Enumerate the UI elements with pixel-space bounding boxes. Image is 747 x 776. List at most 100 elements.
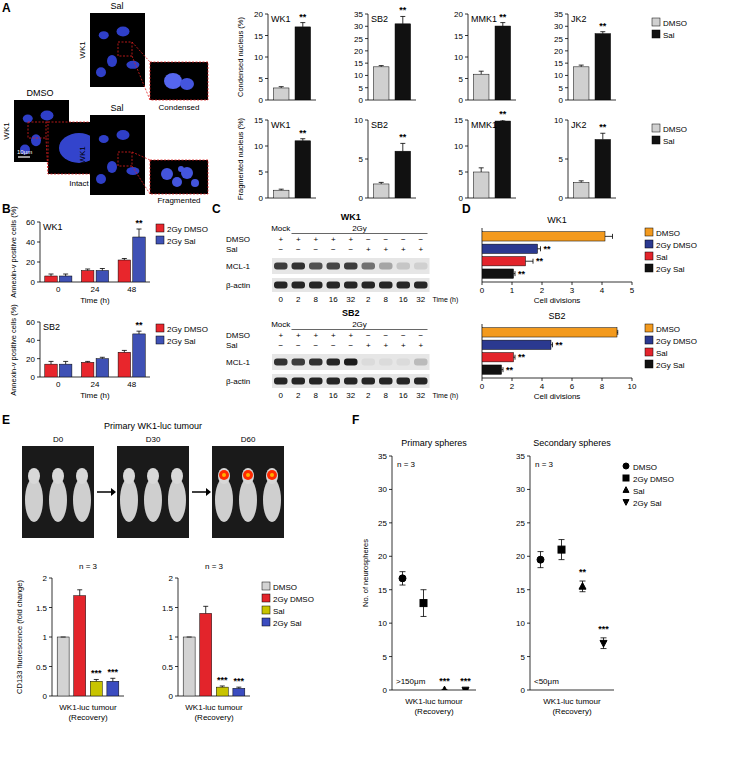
error-bar: [502, 367, 504, 372]
sign: +: [401, 341, 406, 350]
tick: [465, 14, 468, 15]
tick-label: 30: [378, 485, 387, 494]
tick: [527, 623, 530, 624]
significance: **: [556, 340, 564, 350]
chart-title: JK2: [571, 14, 587, 24]
tick-label: 2: [43, 574, 48, 583]
error-cap: [63, 274, 68, 275]
band: [309, 282, 323, 289]
error-line: [605, 236, 613, 237]
significance: **: [599, 122, 607, 132]
tick-label: 0: [383, 686, 388, 695]
tick-label: 10: [516, 619, 525, 628]
bar: [595, 140, 611, 199]
band: [397, 282, 411, 289]
legend-label: Sal: [663, 31, 675, 40]
tick-label: 5: [259, 168, 264, 177]
arrow-head: [111, 488, 116, 496]
significance: ***: [234, 676, 245, 686]
band: [344, 378, 358, 385]
tick-label: 2: [169, 574, 174, 583]
chart: 00.511.52******CD133 fluorescence (fold …: [15, 562, 124, 722]
zoom-box: [150, 160, 208, 194]
legend-swatch: [156, 324, 164, 332]
tick: [37, 322, 40, 323]
nucleus-fragment: [172, 177, 182, 187]
legend: DMSO2Gy DMSOSal2Gy Sal: [262, 582, 314, 628]
legend-label: 2Gy Sal: [633, 499, 662, 508]
plot-area: [45, 229, 145, 282]
tick: [389, 589, 392, 590]
tick: [37, 262, 40, 263]
tick-label: 40: [26, 336, 35, 345]
error-bar: [137, 229, 142, 237]
tick: [572, 378, 573, 381]
significance: **: [518, 352, 526, 362]
tick: [465, 172, 468, 173]
error-bar: [137, 331, 142, 334]
label: WK1: [341, 212, 361, 222]
category-label: 0: [56, 380, 61, 389]
sign: −: [383, 235, 388, 244]
legend-label: Sal: [656, 349, 668, 358]
luminescence: [270, 473, 274, 477]
time-label: 2: [366, 295, 371, 304]
tick-label: 0: [521, 686, 526, 695]
error-bar: [600, 133, 605, 139]
tick: [465, 120, 468, 121]
axis-line: [568, 14, 569, 100]
bar: [495, 26, 511, 100]
tick-label: 1: [510, 286, 515, 295]
sign: −: [296, 245, 301, 254]
tick-label: 40: [26, 238, 35, 247]
tick-label: 30: [554, 22, 563, 31]
error-bar: [203, 606, 208, 613]
sign: −: [331, 245, 336, 254]
plot-area: [473, 120, 510, 198]
error-bar: [110, 678, 115, 681]
error-cap: [540, 246, 541, 251]
bioluminescence-images: Primary WK1-luc tumourD0D30D60: [22, 421, 284, 538]
plot-area: [573, 32, 610, 100]
tick-label: 10: [554, 116, 563, 125]
mouse-head: [76, 468, 88, 484]
error-cap: [400, 16, 405, 17]
bar: [118, 352, 130, 377]
error-cap: [421, 616, 427, 617]
axis-line: [392, 456, 393, 690]
mouse-body: [239, 478, 257, 522]
error-bar: [479, 71, 484, 74]
nucleus: [117, 27, 130, 37]
tick: [265, 146, 268, 147]
bar: [482, 232, 605, 241]
chart: 05101520253035**SB2: [354, 5, 416, 105]
bar: [200, 613, 212, 696]
sign: +: [313, 235, 318, 244]
legend: DMSO2Gy DMSOSal2Gy Sal: [645, 228, 697, 274]
bar: [96, 359, 108, 377]
tick-label: 2: [510, 382, 515, 391]
error-bar: [85, 361, 90, 363]
tick: [602, 282, 603, 285]
tick: [49, 637, 52, 638]
tick-label: 20: [454, 10, 463, 19]
tick-label: 60: [26, 318, 35, 327]
point: [600, 640, 607, 647]
error-bar: [514, 355, 516, 360]
tick-label: 35: [378, 452, 387, 461]
group-bracket: [292, 329, 428, 330]
point: [462, 687, 469, 690]
error-cap: [559, 559, 565, 560]
error-bar: [63, 274, 68, 276]
tick-label: 8: [600, 382, 605, 391]
legend-label: 2Gy Sal: [167, 237, 196, 246]
tick-label: 0: [480, 382, 485, 391]
label-line: WK1-luc tumour: [543, 697, 601, 706]
tick: [527, 556, 530, 557]
tick: [542, 282, 543, 285]
tick-label: 30: [354, 22, 363, 31]
label: 2Gy: [352, 320, 367, 329]
error-cap: [538, 551, 544, 552]
tick: [565, 87, 568, 88]
time-label: 2: [296, 391, 301, 400]
